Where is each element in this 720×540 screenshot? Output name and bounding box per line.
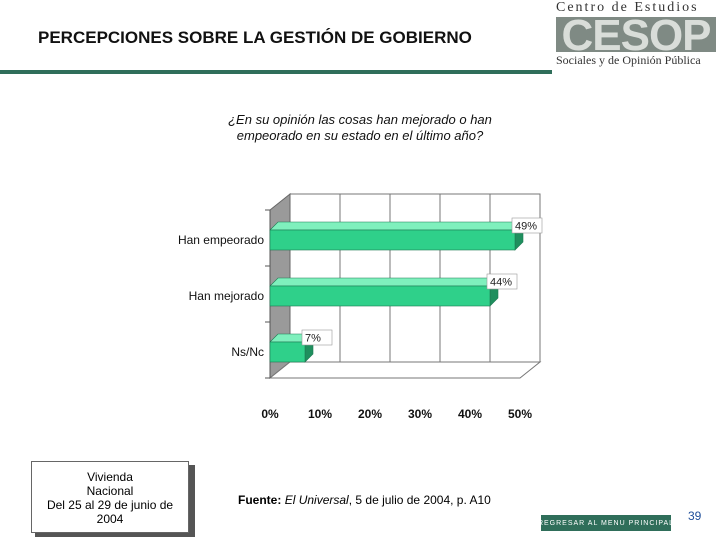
note-line: Nacional — [86, 484, 134, 498]
note-line: 2004 — [96, 512, 124, 526]
bar-top — [269, 221, 524, 231]
source-label: Fuente: — [238, 493, 282, 507]
data-label: 49% — [515, 221, 537, 233]
title-underline — [0, 70, 552, 74]
category-label: Han empeorado — [178, 233, 264, 247]
logo-bottom-text: Sociales y de Opinión Pública — [556, 53, 701, 67]
bar-top — [269, 277, 499, 287]
bar — [269, 229, 516, 251]
chart-question: ¿En su opinión las cosas han mejorado o … — [228, 112, 492, 143]
back-to-menu-button[interactable]: REGRESAR AL MENU PRINCIPAL — [538, 515, 673, 531]
x-tick-label: 30% — [408, 407, 432, 421]
source-citation: Fuente: El Universal, 5 de julio de 2004… — [238, 493, 491, 507]
bar — [269, 341, 306, 363]
survey-note: Vivienda Nacional Del 25 al 29 de junio … — [31, 461, 189, 533]
x-tick-label: 50% — [508, 407, 532, 421]
x-tick-label: 0% — [261, 407, 279, 421]
bar — [269, 285, 491, 307]
plot-floor — [268, 361, 542, 379]
category-label: Ns/Nc — [231, 345, 264, 359]
x-tick-label: 10% — [308, 407, 332, 421]
data-label: 7% — [305, 333, 321, 345]
page-number: 39 — [688, 509, 702, 523]
logo-mark: CESOP — [556, 11, 716, 60]
logo-top-text: Centro de Estudios — [556, 0, 699, 15]
source-publication: El Universal — [284, 493, 349, 507]
category-label: Han mejorado — [189, 289, 265, 303]
data-label: 44% — [490, 277, 512, 289]
page-title: PERCEPCIONES SOBRE LA GESTIÓN DE GOBIERN… — [38, 28, 472, 47]
note-line: Del 25 al 29 de junio de — [46, 498, 174, 512]
x-tick-label: 20% — [358, 407, 382, 421]
data-label-box — [511, 217, 543, 234]
note-line: Vivienda — [87, 470, 133, 484]
source-details: , 5 de julio de 2004, p. A10 — [348, 493, 491, 507]
data-label-box — [486, 273, 518, 290]
cesop-logo: Centro de Estudios CESOP Sociales y de O… — [552, 0, 720, 72]
logo-mark-text: CESOP — [561, 11, 711, 60]
data-label-box — [301, 329, 333, 346]
x-tick-label: 40% — [458, 407, 482, 421]
